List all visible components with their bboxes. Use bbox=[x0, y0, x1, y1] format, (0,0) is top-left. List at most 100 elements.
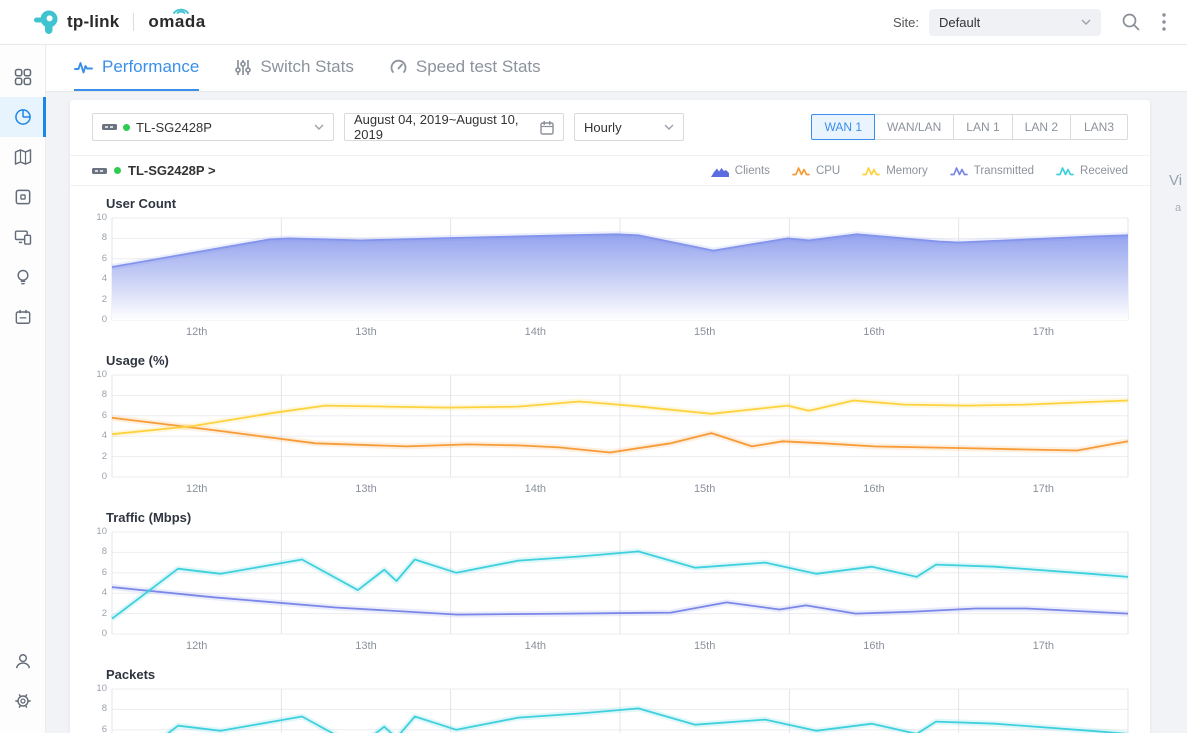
sidebar-item-insight[interactable] bbox=[0, 257, 45, 297]
switch-device-icon bbox=[102, 123, 117, 131]
date-range-picker[interactable]: August 04, 2019~August 10, 2019 bbox=[344, 113, 564, 141]
x-tick-label: 17th bbox=[959, 483, 1128, 495]
x-tick-label: 14th bbox=[451, 483, 620, 495]
sidebar-item-map[interactable] bbox=[0, 137, 45, 177]
chevron-down-icon bbox=[314, 124, 324, 130]
switch-device-icon bbox=[92, 167, 107, 175]
port-button-wan1[interactable]: WAN 1 bbox=[811, 114, 875, 140]
tab-performance[interactable]: Performance bbox=[74, 45, 199, 91]
memory-line-glyph-icon bbox=[862, 165, 880, 177]
gauge-icon bbox=[390, 59, 407, 75]
tab-label: Speed test Stats bbox=[416, 57, 541, 77]
sidebar-item-statistics[interactable] bbox=[0, 97, 45, 137]
statistics-pie-icon bbox=[13, 107, 33, 127]
tp-link-logo: tp-link bbox=[34, 10, 119, 34]
kebab-menu-icon bbox=[1161, 12, 1167, 32]
chevron-down-icon bbox=[664, 124, 674, 130]
top-header: tp-link omada Site: Default bbox=[0, 0, 1187, 45]
device-breadcrumb[interactable]: TL-SG2428P > bbox=[92, 163, 216, 178]
chart-plot-area[interactable] bbox=[112, 689, 1128, 733]
brand-omada: omada bbox=[148, 12, 205, 31]
brand-divider bbox=[133, 13, 134, 31]
site-label: Site: bbox=[893, 15, 919, 30]
legend-item-received[interactable]: Received bbox=[1056, 165, 1128, 177]
chart-y-axis: 0246810 bbox=[92, 689, 112, 733]
y-tick-label: 10 bbox=[96, 684, 107, 694]
port-button-wanlan[interactable]: WAN/LAN bbox=[874, 114, 954, 140]
chart-y-axis: 0246810 bbox=[92, 532, 112, 634]
y-tick-label: 8 bbox=[102, 547, 107, 557]
sidebar-item-dashboard[interactable] bbox=[0, 57, 45, 97]
sidebar-item-devices[interactable] bbox=[0, 177, 45, 217]
device-status-dot bbox=[114, 167, 121, 174]
calendar-icon bbox=[540, 120, 554, 135]
apps-icon bbox=[13, 67, 33, 87]
chart-usage: Usage (%) 0246810 12th13th14th15th16th17… bbox=[70, 343, 1150, 500]
chevron-down-icon bbox=[1081, 19, 1091, 25]
y-tick-label: 6 bbox=[102, 725, 107, 733]
legend-item-transmitted[interactable]: Transmitted bbox=[950, 165, 1034, 177]
y-tick-label: 8 bbox=[102, 233, 107, 243]
chart-plot-area[interactable] bbox=[112, 218, 1128, 320]
legend-label: Clients bbox=[735, 165, 770, 177]
x-tick-label: 15th bbox=[620, 326, 789, 338]
brand-tplink: tp-link bbox=[67, 12, 119, 32]
y-tick-label: 4 bbox=[102, 588, 107, 598]
device-selector[interactable]: TL-SG2428P bbox=[92, 113, 334, 141]
x-tick-label: 12th bbox=[112, 326, 281, 338]
clients-icon bbox=[13, 227, 33, 247]
transmitted-line-glyph-icon bbox=[950, 165, 968, 177]
sidebar-item-log[interactable] bbox=[0, 297, 45, 337]
x-tick-label: 16th bbox=[789, 640, 958, 652]
chart-title: Traffic (Mbps) bbox=[106, 510, 1128, 525]
search-button[interactable] bbox=[1121, 12, 1141, 32]
legend-item-cpu[interactable]: CPU bbox=[792, 165, 840, 177]
site-select[interactable]: Default bbox=[929, 9, 1101, 36]
port-button-lan2[interactable]: LAN 2 bbox=[1012, 114, 1071, 140]
chart-legend: Clients CPU Memory bbox=[711, 165, 1128, 177]
sidebar-item-account[interactable] bbox=[0, 641, 45, 681]
port-button-group: WAN 1 WAN/LAN LAN 1 LAN 2 LAN3 bbox=[811, 114, 1128, 140]
y-tick-label: 2 bbox=[102, 295, 107, 305]
y-tick-label: 4 bbox=[102, 274, 107, 284]
y-tick-label: 6 bbox=[102, 411, 107, 421]
chart-plot-area[interactable] bbox=[112, 532, 1128, 634]
sidebar-item-settings[interactable] bbox=[0, 681, 45, 721]
more-menu-button[interactable] bbox=[1161, 12, 1167, 32]
performance-card: TL-SG2428P August 04, 2019~August 10, 20… bbox=[70, 100, 1150, 733]
y-tick-label: 10 bbox=[96, 527, 107, 537]
x-tick-label: 13th bbox=[281, 640, 450, 652]
sidebar-item-clients[interactable] bbox=[0, 217, 45, 257]
stats-tabbar: Performance Switch Stats bbox=[46, 45, 1187, 92]
legend-item-clients[interactable]: Clients bbox=[711, 165, 770, 177]
tab-switch-stats[interactable]: Switch Stats bbox=[235, 45, 354, 91]
charts-container: User Count 0246810 12th13th14th15th16th1… bbox=[70, 186, 1150, 733]
y-tick-label: 4 bbox=[102, 431, 107, 441]
port-button-lan1[interactable]: LAN 1 bbox=[953, 114, 1012, 140]
chart-user-count: User Count 0246810 12th13th14th15th16th1… bbox=[70, 186, 1150, 343]
port-button-lan3[interactable]: LAN3 bbox=[1070, 114, 1128, 140]
x-tick-label: 15th bbox=[620, 640, 789, 652]
x-tick-label: 13th bbox=[281, 483, 450, 495]
omada-logo: omada bbox=[148, 12, 205, 32]
y-tick-label: 2 bbox=[102, 452, 107, 462]
y-tick-label: 6 bbox=[102, 568, 107, 578]
tab-speed-test-stats[interactable]: Speed test Stats bbox=[390, 45, 541, 91]
controls-row: TL-SG2428P August 04, 2019~August 10, 20… bbox=[70, 100, 1150, 153]
tab-label: Switch Stats bbox=[260, 57, 354, 77]
legend-item-memory[interactable]: Memory bbox=[862, 165, 928, 177]
insight-bulb-icon bbox=[13, 267, 33, 287]
interval-selector[interactable]: Hourly bbox=[574, 113, 684, 141]
content-scroll-area[interactable]: TL-SG2428P August 04, 2019~August 10, 20… bbox=[46, 92, 1187, 733]
left-sidebar bbox=[0, 45, 46, 733]
sidebar-bottom-group bbox=[0, 641, 45, 733]
chart-title: Usage (%) bbox=[106, 353, 1128, 368]
x-tick-label: 12th bbox=[112, 640, 281, 652]
devices-icon bbox=[13, 187, 33, 207]
chart-x-axis: 12th13th14th15th16th17th bbox=[112, 477, 1128, 498]
chart-x-axis: 12th13th14th15th16th17th bbox=[112, 320, 1128, 341]
legend-label: Transmitted bbox=[974, 165, 1034, 177]
chart-plot-area[interactable] bbox=[112, 375, 1128, 477]
clients-area-glyph-icon bbox=[711, 165, 729, 177]
chart-title: Packets bbox=[106, 667, 1128, 682]
